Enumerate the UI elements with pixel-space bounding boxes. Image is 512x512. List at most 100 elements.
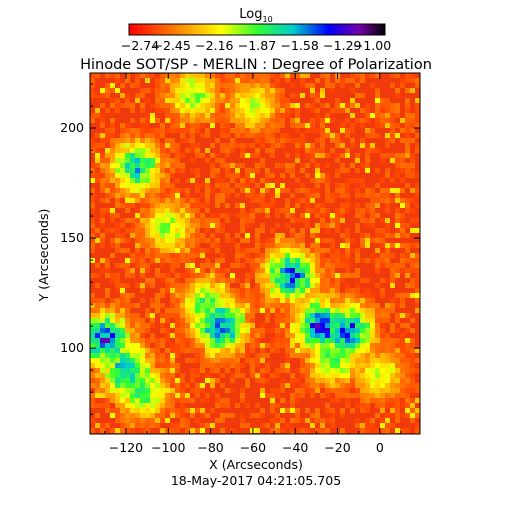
- heatmap-cell: [385, 363, 390, 368]
- heatmap-cell: [340, 358, 345, 363]
- heatmap-cell: [190, 168, 195, 173]
- heatmap-cell: [205, 393, 210, 398]
- heatmap-cell: [315, 338, 320, 343]
- heatmap-cell: [135, 383, 140, 388]
- heatmap-cell: [115, 328, 120, 333]
- heatmap-cell: [90, 178, 95, 183]
- heatmap-cell: [240, 363, 245, 368]
- heatmap-cell: [335, 208, 340, 213]
- heatmap-cell: [150, 338, 155, 343]
- heatmap-cell: [140, 183, 145, 188]
- heatmap-cell: [135, 188, 140, 193]
- heatmap-cell: [405, 163, 410, 168]
- heatmap-cell: [165, 83, 170, 88]
- heatmap-cell: [190, 213, 195, 218]
- heatmap-cell: [170, 378, 175, 383]
- heatmap-cell: [160, 198, 165, 203]
- heatmap-cell: [275, 413, 280, 418]
- heatmap-cell: [210, 343, 215, 348]
- heatmap-cell: [330, 378, 335, 383]
- heatmap-cell: [230, 138, 235, 143]
- heatmap-cell: [215, 108, 220, 113]
- heatmap-cell: [170, 193, 175, 198]
- heatmap-cell: [205, 88, 210, 93]
- heatmap-cell: [175, 143, 180, 148]
- heatmap-cell: [365, 233, 370, 238]
- heatmap-cell: [340, 383, 345, 388]
- heatmap-cell: [345, 208, 350, 213]
- heatmap-cell: [275, 298, 280, 303]
- heatmap-cell: [130, 313, 135, 318]
- heatmap-cell: [110, 353, 115, 358]
- heatmap-cell: [145, 188, 150, 193]
- heatmap-cell: [185, 223, 190, 228]
- heatmap-cell: [330, 318, 335, 323]
- heatmap-cell: [385, 168, 390, 173]
- heatmap-cell: [100, 323, 105, 328]
- heatmap-cell: [185, 428, 190, 433]
- heatmap-cell: [195, 383, 200, 388]
- heatmap-cell: [120, 183, 125, 188]
- heatmap-cell: [360, 238, 365, 243]
- heatmap-cell: [345, 148, 350, 153]
- heatmap-cell: [90, 223, 95, 228]
- heatmap-cell: [145, 323, 150, 328]
- heatmap-cell: [275, 128, 280, 133]
- heatmap-cell: [245, 273, 250, 278]
- heatmap-cell: [280, 398, 285, 403]
- heatmap-cell: [100, 298, 105, 303]
- heatmap-cell: [355, 178, 360, 183]
- heatmap-cell: [135, 223, 140, 228]
- heatmap-cell: [155, 403, 160, 408]
- heatmap-cell: [315, 268, 320, 273]
- heatmap-cell: [95, 113, 100, 118]
- heatmap-cell: [160, 403, 165, 408]
- heatmap-cell: [315, 303, 320, 308]
- heatmap-cell: [150, 368, 155, 373]
- heatmap-cell: [175, 353, 180, 358]
- heatmap-cell: [325, 103, 330, 108]
- heatmap-cell: [195, 418, 200, 423]
- heatmap-cell: [295, 408, 300, 413]
- heatmap-cell: [130, 268, 135, 273]
- heatmap-cell: [235, 203, 240, 208]
- heatmap-cell: [305, 273, 310, 278]
- heatmap-cell: [240, 288, 245, 293]
- heatmap-cell: [200, 193, 205, 198]
- heatmap-cell: [335, 298, 340, 303]
- heatmap-cell: [400, 178, 405, 183]
- heatmap-cell: [390, 298, 395, 303]
- heatmap-cell: [110, 343, 115, 348]
- heatmap-cell: [320, 258, 325, 263]
- heatmap-cell: [165, 218, 170, 223]
- heatmap-cell: [180, 303, 185, 308]
- heatmap-cell: [315, 173, 320, 178]
- x-tick-label: −100: [151, 440, 185, 455]
- heatmap-cell: [145, 373, 150, 378]
- heatmap-cell: [260, 388, 265, 393]
- heatmap-cell: [190, 118, 195, 123]
- heatmap-cell: [135, 398, 140, 403]
- heatmap-cell: [300, 218, 305, 223]
- plot-frame: [89, 72, 421, 435]
- heatmap-cell: [180, 163, 185, 168]
- heatmap-cell: [370, 418, 375, 423]
- heatmap-cell: [365, 193, 370, 198]
- heatmap-cell: [235, 113, 240, 118]
- heatmap-cell: [400, 368, 405, 373]
- heatmap-cell: [100, 88, 105, 93]
- heatmap-cell: [185, 178, 190, 183]
- heatmap-cell: [145, 308, 150, 313]
- heatmap-cell: [320, 383, 325, 388]
- heatmap-cell: [400, 358, 405, 363]
- heatmap-cell: [140, 153, 145, 158]
- heatmap-cell: [410, 128, 415, 133]
- heatmap-cell: [305, 153, 310, 158]
- heatmap-cell: [325, 388, 330, 393]
- heatmap-cell: [110, 103, 115, 108]
- heatmap-cell: [300, 263, 305, 268]
- heatmap-cell: [245, 378, 250, 383]
- heatmap-cell: [210, 103, 215, 108]
- heatmap-cell: [190, 138, 195, 143]
- heatmap-cell: [325, 273, 330, 278]
